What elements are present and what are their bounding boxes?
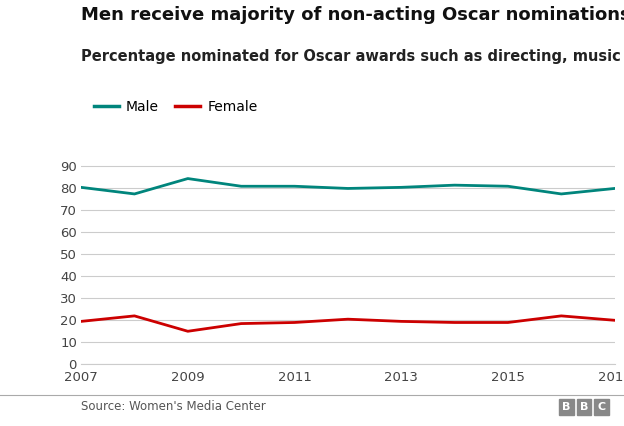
Text: B: B	[580, 402, 588, 412]
Text: Source: Women's Media Center: Source: Women's Media Center	[81, 400, 266, 413]
Text: Men receive majority of non-acting Oscar nominations: Men receive majority of non-acting Oscar…	[81, 6, 624, 24]
Text: Percentage nominated for Oscar awards such as directing, music etc: Percentage nominated for Oscar awards su…	[81, 49, 624, 64]
Text: B: B	[562, 402, 571, 412]
Legend: Male, Female: Male, Female	[88, 94, 263, 119]
Text: C: C	[597, 402, 606, 412]
